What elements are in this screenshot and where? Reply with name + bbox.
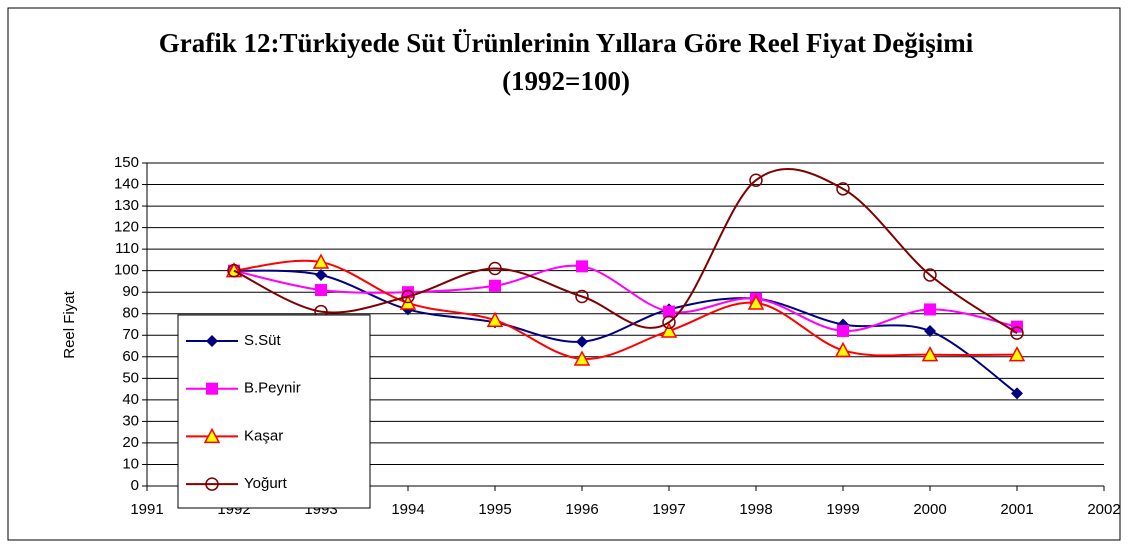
y-tick-label: 120 xyxy=(114,219,139,236)
marker xyxy=(489,279,501,292)
marker xyxy=(488,261,502,276)
marker xyxy=(924,303,936,316)
x-tick-label: 1995 xyxy=(478,501,511,518)
y-tick-label: 90 xyxy=(122,283,139,300)
marker xyxy=(312,253,330,269)
marker xyxy=(660,322,678,338)
x-tick-label: 1996 xyxy=(565,501,598,518)
marker xyxy=(749,173,763,187)
marker xyxy=(663,305,675,318)
marker xyxy=(837,324,849,337)
marker xyxy=(1010,326,1024,340)
legend-label: Yoğurt xyxy=(244,475,288,492)
y-tick-label: 100 xyxy=(114,262,139,279)
y-tick-label: 150 xyxy=(114,154,139,171)
marker xyxy=(834,341,852,358)
marker xyxy=(573,350,591,366)
y-tick-label: 40 xyxy=(122,391,139,408)
marker xyxy=(747,294,765,310)
marker xyxy=(206,335,218,347)
marker xyxy=(315,268,327,281)
marker xyxy=(576,260,588,273)
marker xyxy=(921,346,939,362)
y-tick-label: 70 xyxy=(122,326,139,343)
x-tick-label: 1998 xyxy=(739,501,772,518)
marker xyxy=(486,311,504,327)
legend-label: Kaşar xyxy=(244,427,283,444)
marker xyxy=(315,284,327,297)
y-tick-label: 80 xyxy=(122,305,139,322)
marker xyxy=(401,289,415,304)
x-tick-label: 2002 xyxy=(1087,501,1120,518)
series-line xyxy=(233,168,1018,334)
x-tick-label: 2001 xyxy=(1000,501,1033,518)
marker xyxy=(203,427,221,444)
marker xyxy=(575,289,589,304)
chart-title: Grafik 12:Türkiyede Süt Ürünlerinin Yıll… xyxy=(158,28,974,96)
y-tick-label: 10 xyxy=(122,455,139,472)
y-tick-label: 60 xyxy=(122,348,139,365)
legend-box xyxy=(177,314,371,509)
series-line xyxy=(233,259,1018,360)
x-tick-label: 1999 xyxy=(826,501,859,518)
marker xyxy=(205,477,219,491)
y-tick-label: 130 xyxy=(114,197,139,214)
marker xyxy=(576,335,588,348)
y-tick-label: 30 xyxy=(122,412,139,429)
marker xyxy=(836,182,850,196)
marker xyxy=(662,315,676,330)
y-axis-label: Reel Fiyat xyxy=(61,290,78,358)
legend-label: S.Süt xyxy=(244,332,282,349)
legend: S.Süt B.Peynir Kaşar Yoğurt xyxy=(177,314,371,509)
y-tick-label: 20 xyxy=(122,434,139,451)
series-line xyxy=(233,264,1018,332)
y-tick-label: 110 xyxy=(115,240,139,257)
y-tick-label: 50 xyxy=(122,369,139,386)
x-tick-label: 1994 xyxy=(391,501,424,518)
x-tick-label: 1997 xyxy=(652,501,685,518)
legend-label: B.Peynir xyxy=(244,380,301,397)
marker xyxy=(923,268,937,282)
y-tick-label: 0 xyxy=(131,477,139,494)
marker xyxy=(206,382,218,395)
y-tick-label: 140 xyxy=(114,176,139,193)
x-tick-label: 1991 xyxy=(130,501,163,518)
x-tick-label: 2000 xyxy=(913,501,946,518)
marker xyxy=(227,263,241,278)
marker xyxy=(1011,387,1023,400)
marker xyxy=(1008,346,1026,362)
marker xyxy=(924,324,936,337)
